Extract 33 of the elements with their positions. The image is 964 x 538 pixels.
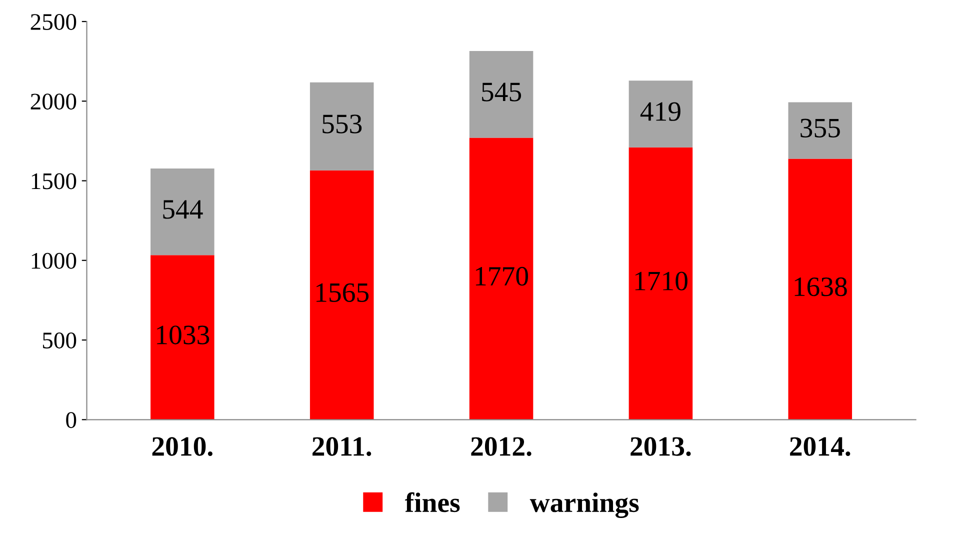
data-label: 355 bbox=[800, 118, 840, 138]
y-tick-label: 0 bbox=[66, 412, 76, 428]
bar bbox=[150, 255, 214, 420]
bar bbox=[469, 138, 534, 420]
data-label: 1638 bbox=[794, 277, 847, 296]
bar bbox=[310, 170, 374, 420]
bar bbox=[310, 82, 374, 170]
x-tick-label: 2013. bbox=[630, 437, 691, 456]
y-tick-label: 1000 bbox=[32, 252, 76, 269]
data-label: 544 bbox=[163, 200, 203, 219]
x-tick-label: 2012. bbox=[471, 437, 532, 456]
bar bbox=[150, 168, 214, 256]
data-label: 1710 bbox=[635, 272, 688, 290]
data-label: 1033 bbox=[157, 326, 210, 344]
x-tick-label: 2014. bbox=[790, 437, 850, 456]
bar bbox=[788, 158, 852, 420]
y-tick-label: 2000 bbox=[30, 94, 76, 110]
y-tick-label: 1500 bbox=[32, 173, 76, 190]
y-tick-label: 500 bbox=[42, 332, 76, 348]
bar bbox=[628, 147, 693, 420]
data-label: 1770 bbox=[476, 266, 528, 286]
legend-label: warnings bbox=[530, 492, 639, 518]
y-tick-label: 2500 bbox=[30, 14, 76, 30]
data-label: 1565 bbox=[316, 283, 369, 302]
x-tick-label: 2011. bbox=[312, 437, 372, 456]
x-tick-label: 2010. bbox=[152, 437, 212, 456]
data-label: 545 bbox=[482, 82, 522, 102]
bar bbox=[788, 102, 852, 159]
legend-label: fines bbox=[405, 492, 460, 512]
data-label: 419 bbox=[640, 102, 680, 121]
bar bbox=[628, 80, 693, 148]
bar bbox=[469, 50, 534, 138]
data-label: 553 bbox=[322, 114, 362, 134]
